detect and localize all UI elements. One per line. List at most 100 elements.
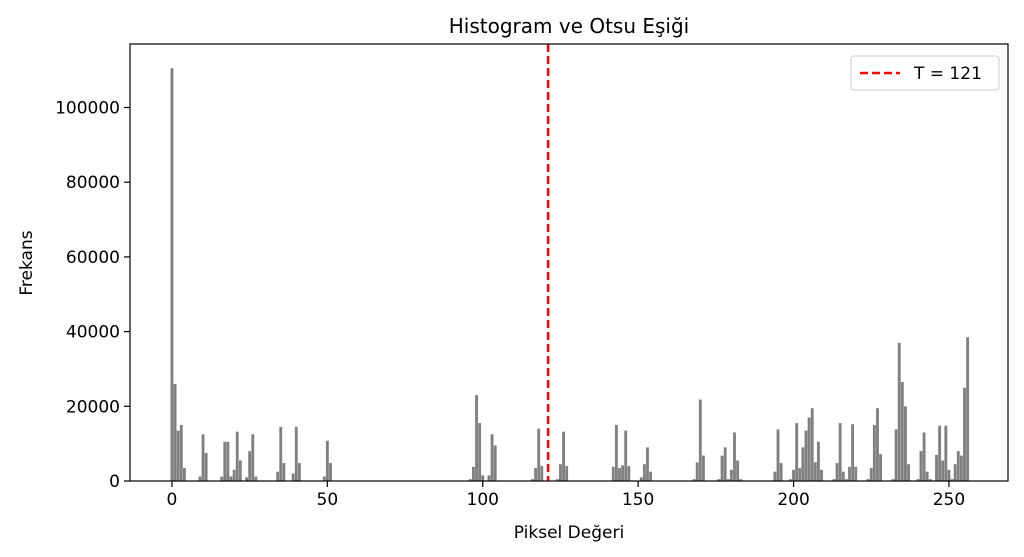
histogram-bar	[795, 423, 799, 481]
histogram-bar	[789, 479, 792, 481]
histogram-bar	[773, 471, 777, 481]
y-axis: 0 20000 40000 60000 80000 100000	[55, 98, 130, 492]
histogram-bar	[251, 434, 255, 481]
histogram-bar	[804, 430, 808, 481]
y-tick-label: 0	[109, 472, 120, 492]
histogram-bar	[238, 460, 242, 481]
histogram-bar	[226, 441, 230, 481]
histogram-bar	[739, 479, 743, 481]
histogram-bar	[235, 431, 239, 481]
histogram-bar	[935, 454, 938, 481]
histogram-bar	[540, 466, 544, 481]
histogram-bar	[950, 479, 954, 481]
histogram-bar	[866, 479, 870, 481]
histogram-bar	[810, 408, 814, 481]
histogram-bar	[726, 479, 730, 481]
histogram-bar	[872, 424, 876, 481]
histogram-bar	[798, 467, 802, 481]
histogram-bar	[229, 476, 233, 481]
histogram-bar	[294, 426, 298, 481]
histogram-bar	[938, 425, 942, 481]
chart-title: Histogram ve Otsu Eşiği	[449, 14, 690, 38]
legend-box	[850, 55, 1000, 91]
histogram-bar	[614, 424, 618, 481]
histogram-bar	[223, 441, 227, 481]
histogram-bar	[792, 469, 795, 481]
x-axis: 0 50 100 150 200 250	[167, 481, 965, 510]
histogram-bar	[531, 479, 534, 481]
histogram-bar	[478, 423, 482, 481]
histogram-bar	[851, 424, 855, 481]
histogram-bar	[279, 426, 283, 481]
histogram-bar	[627, 466, 631, 481]
histogram-bar	[621, 465, 625, 481]
histogram-bar	[624, 430, 628, 481]
histogram-bar	[729, 469, 733, 481]
histogram-bar	[928, 479, 932, 481]
histogram-bar	[692, 479, 696, 481]
histogram-bar	[487, 475, 491, 481]
histogram-bar	[876, 408, 879, 481]
histogram-bar	[947, 469, 951, 481]
histogram-bar	[848, 466, 851, 481]
histogram-bar	[695, 462, 699, 481]
x-tick-label: 50	[317, 490, 339, 510]
histogram-bar	[565, 466, 569, 481]
y-tick-label: 40000	[66, 323, 120, 343]
histogram-bar	[297, 463, 301, 481]
x-axis-label: Piksel Değeri	[514, 523, 624, 543]
bars-group	[170, 68, 970, 481]
histogram-bar	[173, 383, 177, 481]
y-tick-label: 20000	[66, 397, 120, 417]
histogram-bar	[907, 464, 910, 481]
histogram-bar	[944, 425, 948, 481]
y-axis-label: Frekans	[17, 230, 37, 295]
histogram-bar	[900, 382, 904, 481]
histogram-bar	[832, 479, 836, 481]
histogram-bar	[922, 432, 926, 481]
histogram-bar	[807, 417, 811, 481]
histogram-bar	[941, 460, 945, 481]
histogram-bar	[291, 473, 295, 481]
histogram-bar	[925, 471, 929, 481]
histogram-bar	[618, 467, 621, 481]
histogram-bar	[835, 463, 839, 481]
histogram-bar	[322, 476, 326, 481]
histogram-bar	[232, 469, 236, 481]
histogram-bar	[201, 434, 205, 481]
histogram-bar	[723, 447, 727, 481]
y-tick-label: 80000	[66, 173, 120, 193]
histogram-bar	[555, 479, 559, 481]
histogram-bar	[611, 466, 615, 481]
x-tick-label: 150	[622, 490, 654, 510]
x-tick-label: 0	[167, 490, 178, 510]
histogram-bar	[736, 460, 740, 481]
histogram-bar	[897, 342, 901, 481]
histogram-bar	[220, 476, 224, 481]
histogram-bar	[776, 429, 780, 481]
histogram-bar	[534, 467, 538, 481]
x-tick-label: 200	[777, 490, 809, 510]
histogram-bar	[204, 452, 208, 481]
histogram-bar	[894, 429, 898, 481]
histogram-bar	[254, 476, 258, 481]
legend: T = 121	[850, 55, 1000, 91]
x-tick-label: 250	[933, 490, 965, 510]
histogram-bar	[182, 467, 186, 481]
histogram-bar	[170, 68, 174, 481]
histogram-bar	[779, 463, 783, 481]
histogram-bar	[493, 445, 497, 481]
x-tick-label: 100	[467, 490, 499, 510]
histogram-bar	[733, 432, 736, 481]
histogram-bar	[198, 476, 202, 481]
histogram-bar	[329, 463, 332, 481]
histogram-bar	[537, 428, 541, 481]
histogram-bar	[953, 464, 957, 481]
histogram-bar	[838, 423, 842, 481]
histogram-bar	[179, 424, 183, 481]
histogram-bar	[698, 399, 702, 481]
histogram-bar	[854, 466, 858, 481]
histogram-bar	[649, 471, 653, 481]
histogram-bar	[891, 479, 895, 481]
histogram-bar	[916, 479, 920, 481]
